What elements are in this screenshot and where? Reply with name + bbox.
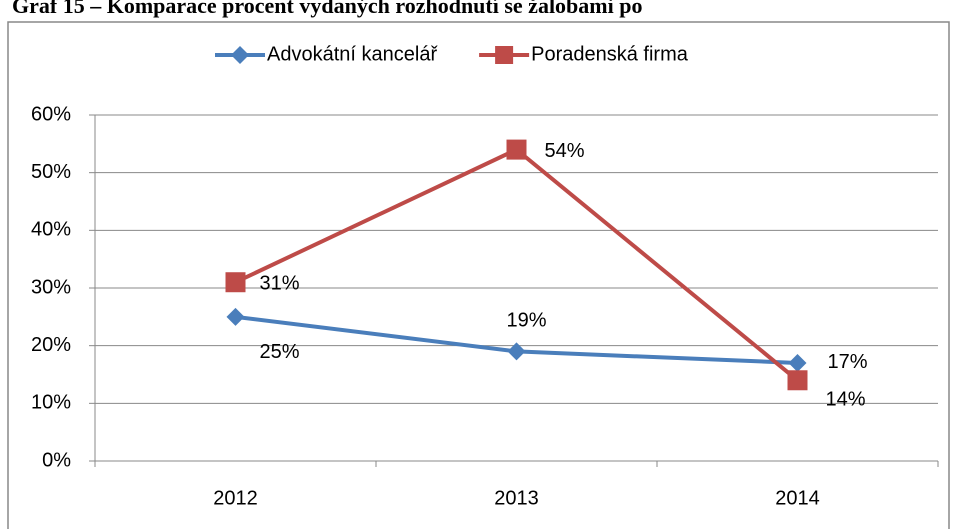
x-tick-label: 2012: [213, 487, 258, 509]
marker: [506, 139, 527, 160]
data-label: 14%: [826, 389, 866, 411]
y-tick-label: 60%: [31, 103, 71, 125]
y-tick-label: 0%: [42, 449, 71, 471]
y-tick-label: 10%: [31, 392, 71, 414]
y-tick-label: 30%: [31, 276, 71, 298]
legend-label: Advokátní kancelář: [267, 43, 438, 65]
data-label: 54%: [545, 140, 585, 162]
data-label: 17%: [828, 351, 868, 373]
marker: [226, 307, 245, 326]
marker: [507, 342, 526, 361]
data-label: 31%: [260, 273, 300, 295]
legend-marker: [495, 46, 514, 64]
y-tick-label: 20%: [31, 334, 71, 356]
marker: [225, 272, 246, 293]
x-tick-label: 2013: [494, 487, 539, 509]
data-label: 19%: [507, 310, 547, 332]
marker: [787, 370, 808, 391]
chart-title: Graf 15 – Komparace procent vydaných roz…: [12, 0, 642, 18]
x-tick-label: 2014: [775, 487, 820, 509]
legend-label: Poradenská firma: [531, 43, 689, 65]
chart-frame: [7, 21, 950, 529]
legend-marker: [231, 46, 249, 64]
y-tick-label: 40%: [31, 219, 71, 241]
data-label: 25%: [260, 341, 300, 363]
marker: [788, 353, 807, 372]
y-tick-label: 50%: [31, 161, 71, 183]
